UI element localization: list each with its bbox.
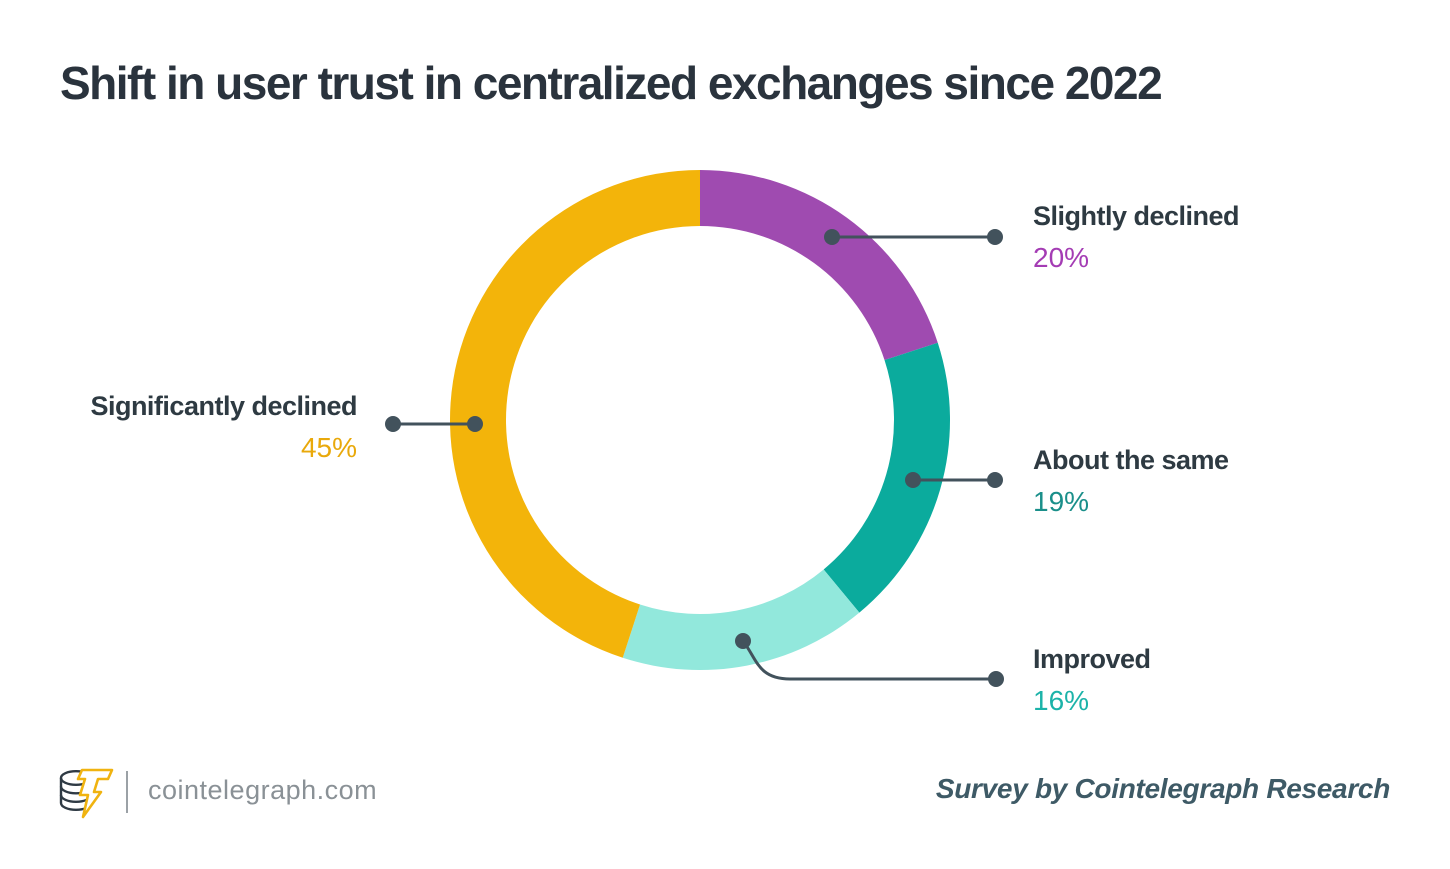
connector-dot [467,416,483,432]
segment-label: Significantly declined [90,391,357,421]
callout-slightly-declined: Slightly declined 20% [1033,201,1240,273]
connector-dot [824,229,840,245]
segment-label: Improved [1033,644,1151,674]
segment-value: 45% [300,432,357,463]
connector-dot [385,416,401,432]
donut-segments [450,170,950,670]
connector-dot [988,671,1004,687]
cointelegraph-logo-icon [54,761,116,823]
callout-connectors [385,229,1004,687]
site-name: cointelegraph.com [148,775,378,805]
segment-label: About the same [1033,445,1229,475]
survey-credit: Survey by Cointelegraph Research [935,773,1390,804]
connector-dot [987,229,1003,245]
callout-significantly-declined: Significantly declined 45% [90,393,357,462]
donut-segment-about-the-same [823,342,950,613]
connector-dot [987,472,1003,488]
segment-value: 16% [1033,685,1090,716]
connector-dot [735,633,751,649]
donut-segment-significantly-declined [450,170,700,658]
segment-value: 19% [1033,486,1090,517]
page-title: Shift in user trust in centralized excha… [60,57,1163,109]
connector-dot [905,472,921,488]
footer-divider [126,771,128,813]
callout-about-the-same: About the same 19% [1033,447,1229,516]
footer: cointelegraph.com Survey by Cointelegrap… [0,750,1450,840]
callout-improved: Improved 16% [1033,646,1151,715]
donut-segment-improved [622,569,860,670]
segment-value: 20% [1033,242,1090,273]
segment-label: Slightly declined [1033,201,1240,231]
donut-segment-slightly-declined [700,170,938,361]
